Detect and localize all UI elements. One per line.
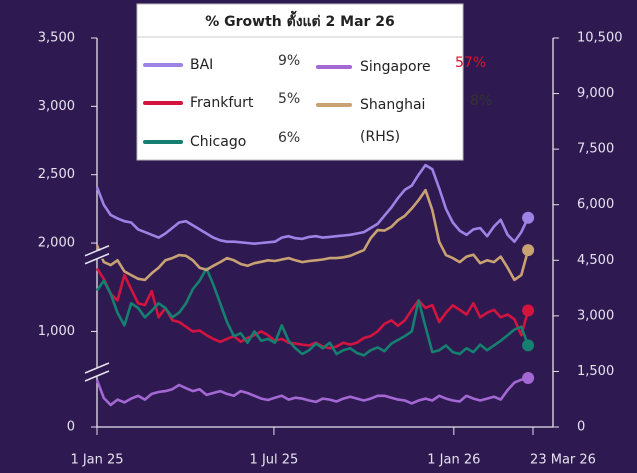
legend-box	[136, 3, 464, 161]
end-point	[522, 244, 535, 257]
series-line	[95, 163, 530, 245]
series-line	[95, 188, 530, 282]
y2-tick-label: 1,500	[577, 364, 614, 379]
plot-area	[91, 37, 559, 435]
axis-break-mark	[84, 370, 110, 382]
legend-growth: 5%	[278, 91, 300, 107]
y2-tick-label: 0	[577, 420, 585, 435]
y-tick-label: 2,500	[38, 167, 75, 182]
x-tick-label: 1 Jan 25	[70, 453, 123, 468]
axis-break-gap	[83, 368, 111, 376]
axis-break-mark	[84, 253, 110, 265]
legend-label: Shanghai	[360, 97, 425, 113]
y-tick-label: 3,500	[38, 31, 75, 46]
x-tick-label: 1 Jan 26	[427, 453, 480, 468]
legend-title: % Growth ตั้งแต่ 2 Mar 26	[205, 10, 395, 30]
y-tick-label: 3,000	[38, 99, 75, 114]
legend-label: Frankfurt	[190, 95, 254, 111]
y-tick-label: 2,000	[38, 236, 75, 251]
axis-break-mark	[84, 362, 110, 374]
series-line	[95, 267, 530, 357]
legend-growth: 6%	[278, 130, 300, 146]
end-point	[522, 339, 535, 352]
legend-label: Singapore	[360, 59, 431, 75]
y2-tick-label: 9,000	[577, 86, 614, 101]
x-tick-label: 1 Jul 25	[250, 453, 299, 468]
axis-break-mark	[84, 245, 110, 257]
x-tick-label: 23 Mar 26	[530, 453, 596, 468]
legend-note: (RHS)	[360, 129, 400, 145]
legend-label: BAI	[190, 57, 213, 73]
y2-tick-label: 3,000	[577, 308, 614, 323]
end-point	[522, 211, 535, 224]
end-point	[522, 304, 535, 317]
y2-tick-label: 10,500	[577, 31, 623, 46]
y-tick-label: 1,000	[38, 324, 75, 339]
legend-growth: 57%	[455, 55, 486, 71]
y-tick-label: 0	[67, 420, 75, 435]
end-point	[522, 372, 535, 385]
legend: % Growth ตั้งแต่ 2 Mar 26 BAI 9% Frankfurt…	[136, 3, 492, 161]
axis-break-gap	[83, 250, 111, 259]
legend-label: Chicago	[190, 134, 246, 150]
y2-tick-label: 7,500	[577, 142, 614, 157]
series-line	[95, 376, 529, 407]
axis-breaks	[83, 245, 111, 382]
y2-tick-label: 6,000	[577, 197, 614, 212]
y2-tick-label: 4,500	[577, 253, 614, 268]
legend-growth: 9%	[278, 53, 300, 69]
legend-growth: 8%	[470, 93, 492, 109]
